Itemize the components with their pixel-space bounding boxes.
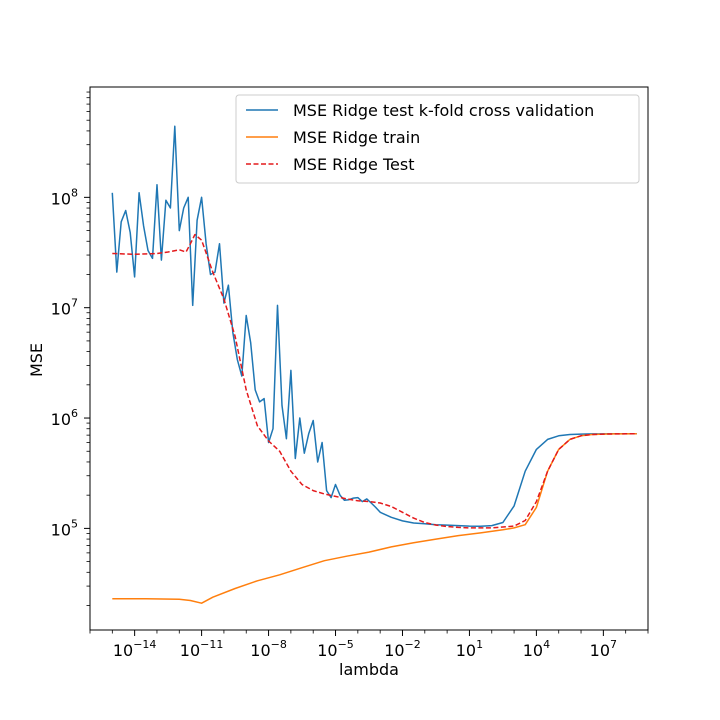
x-tick-label-3: 10−5 <box>317 638 354 660</box>
y-tick-label-0: 105 <box>51 517 78 539</box>
legend-label-2: MSE Ridge Test <box>293 155 414 174</box>
x-tick-label-2: 10−8 <box>250 638 287 660</box>
legend: MSE Ridge test k-fold cross validation MS… <box>235 94 640 184</box>
x-tick-label-4: 10−2 <box>384 638 421 660</box>
x-axis-ticks: 10−14 10−11 10−8 10−5 10−2 101 104 107 <box>89 630 649 660</box>
x-tick-label-1: 10−11 <box>180 638 224 660</box>
x-tick-label-6: 104 <box>523 638 550 660</box>
plot-frame <box>89 86 649 631</box>
legend-label-1: MSE Ridge train <box>293 128 420 147</box>
x-tick-label-7: 107 <box>590 638 617 660</box>
y-tick-label-3: 108 <box>51 186 78 208</box>
legend-box <box>235 94 640 184</box>
legend-label-0: MSE Ridge test k-fold cross validation <box>293 101 594 120</box>
y-axis-ticks: 105 106 107 108 <box>51 91 90 606</box>
y-tick-label-2: 107 <box>51 297 78 319</box>
x-tick-label-0: 10−14 <box>113 638 157 660</box>
x-tick-label-5: 101 <box>456 638 483 660</box>
y-tick-label-1: 106 <box>51 407 78 429</box>
x-axis-label: lambda <box>339 660 399 679</box>
series-layer <box>111 125 637 604</box>
series-line-0 <box>111 125 637 528</box>
series-line-2 <box>112 233 637 529</box>
y-axis-label: MSE <box>27 343 46 377</box>
